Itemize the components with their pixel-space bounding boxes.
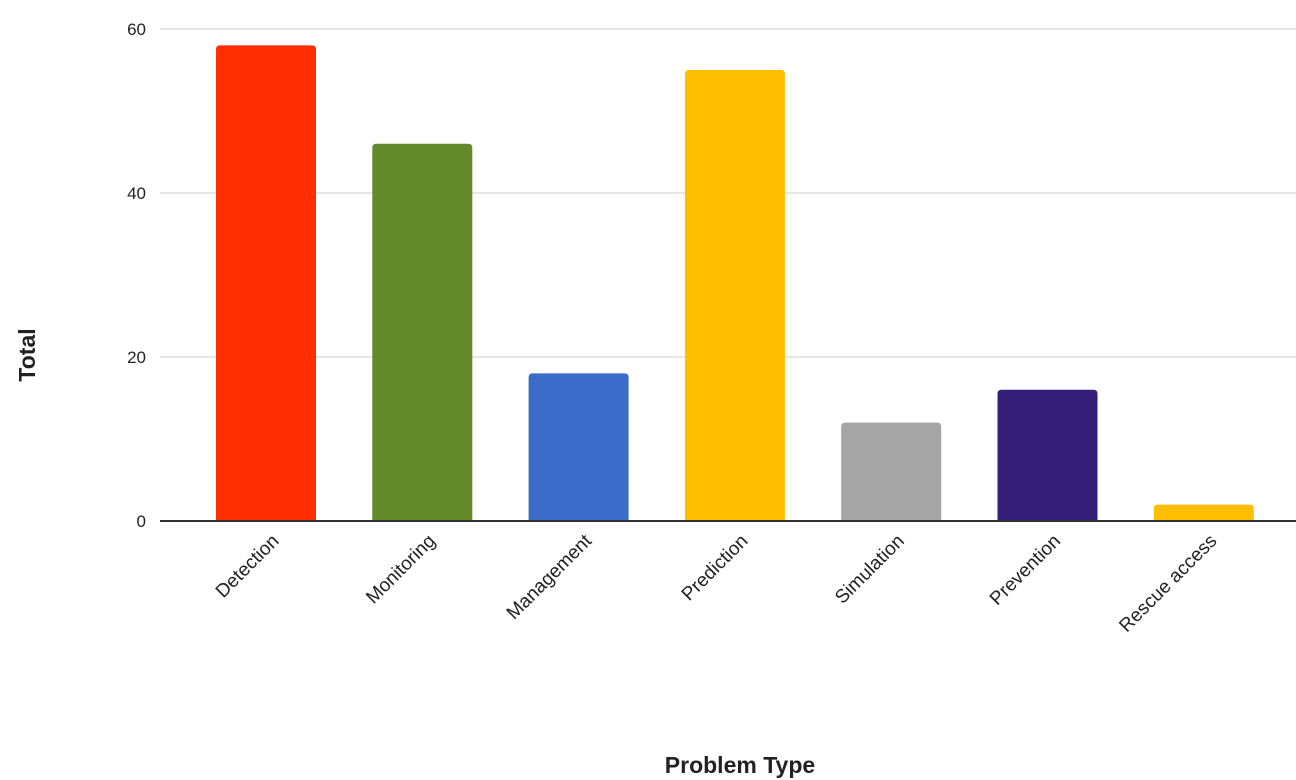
y-tick-label: 20: [127, 348, 146, 367]
bar-simulation: [841, 422, 942, 521]
x-tick-label: Prevention: [986, 531, 1065, 610]
bars: [216, 45, 1254, 522]
bar-prevention: [997, 389, 1098, 521]
x-tick-label: Simulation: [831, 531, 909, 609]
y-tick-label: 40: [127, 184, 146, 203]
y-axis-title: Total: [14, 328, 40, 381]
x-tick-label: Prediction: [678, 531, 753, 606]
x-tick-labels: Detection Monitoring Management Prediction S…: [212, 530, 1221, 636]
x-tick-label: Detection: [212, 531, 284, 603]
bar-prediction: [684, 70, 785, 521]
x-tick-label: Management: [503, 530, 597, 624]
y-tick-label: 0: [137, 512, 146, 531]
y-tick-label: 60: [127, 20, 146, 39]
bar-management: [528, 373, 629, 521]
bar-monitoring: [372, 143, 473, 522]
bar-detection: [216, 45, 316, 522]
x-axis-title: Problem Type: [665, 752, 815, 778]
bar-rescue-access: [1153, 504, 1254, 521]
x-tick-label: Monitoring: [362, 531, 440, 609]
x-tick-label: Rescue access: [1115, 531, 1221, 637]
y-tick-labels: 0 20 40 60: [127, 20, 146, 531]
